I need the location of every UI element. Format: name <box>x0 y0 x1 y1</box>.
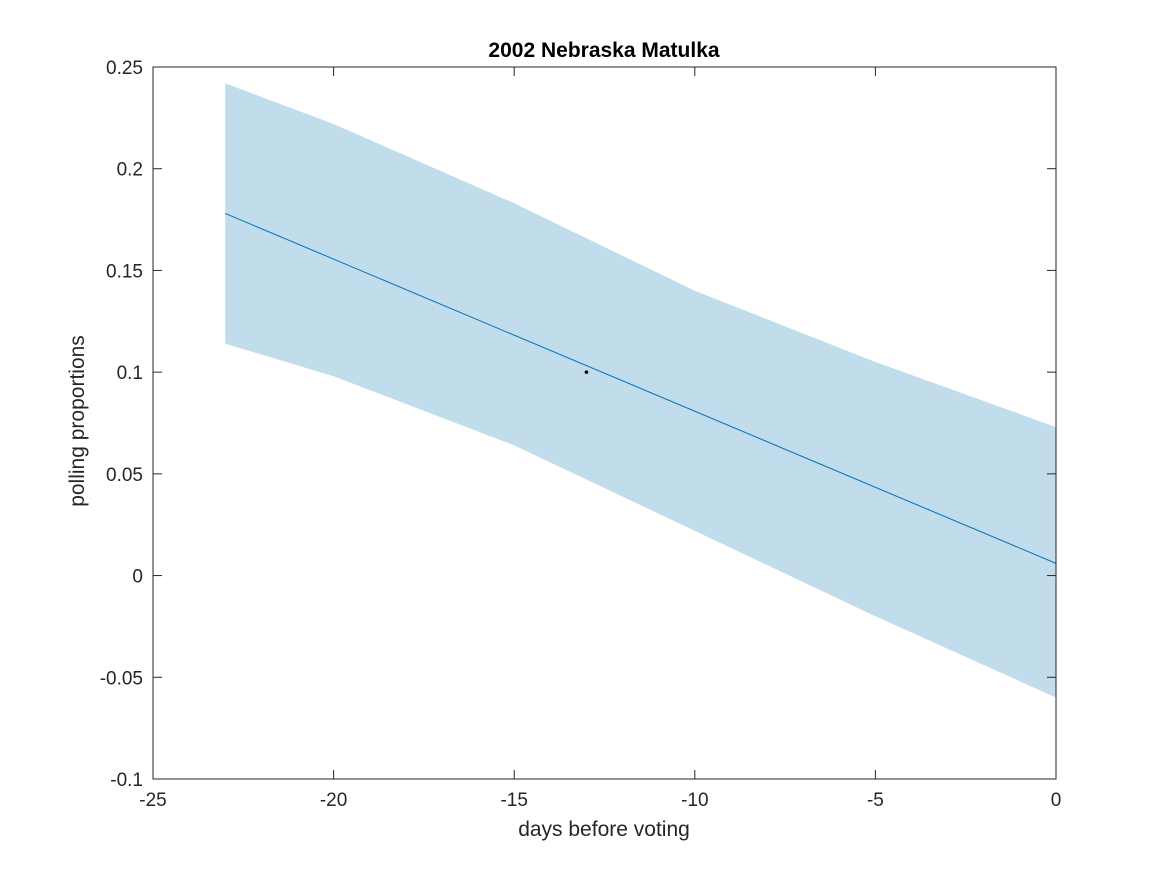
x-tick-label: -25 <box>139 790 166 811</box>
x-tick-label: -20 <box>320 790 347 811</box>
x-tick-label: -15 <box>500 790 527 811</box>
y-tick-label: 0.1 <box>117 363 143 384</box>
y-axis-label: polling proportions <box>66 335 89 507</box>
x-tick-label: -10 <box>681 790 708 811</box>
data-point-0 <box>584 370 589 374</box>
trend-line-0 <box>225 213 1057 564</box>
axes-frame <box>152 66 1057 780</box>
ticks-layer: -25 -20 -15 -10 -5 0 -0.1 -0.05 0 0.05 0.1 0.15 0.2 0… <box>100 58 1062 811</box>
confidence-band <box>225 83 1057 698</box>
y-tick-label: -0.1 <box>110 770 143 791</box>
y-tick-label: 0.25 <box>106 58 143 79</box>
chart-title: 2002 Nebraska Matulka <box>488 39 719 62</box>
data-point-layer <box>584 370 589 374</box>
y-tick-label: -0.05 <box>100 668 143 689</box>
y-tick-label: 0.15 <box>106 261 143 282</box>
x-axis-label: days before voting <box>518 818 690 841</box>
series-line-layer <box>225 213 1057 564</box>
y-tick-label: 0.05 <box>106 465 143 486</box>
confidence-band-layer <box>225 83 1057 698</box>
y-tick-label: 0 <box>132 567 143 588</box>
x-tick-label: -5 <box>867 790 884 811</box>
axes-box <box>152 66 1057 780</box>
y-tick-label: 0.2 <box>117 160 143 181</box>
x-tick-label: 0 <box>1051 790 1062 811</box>
